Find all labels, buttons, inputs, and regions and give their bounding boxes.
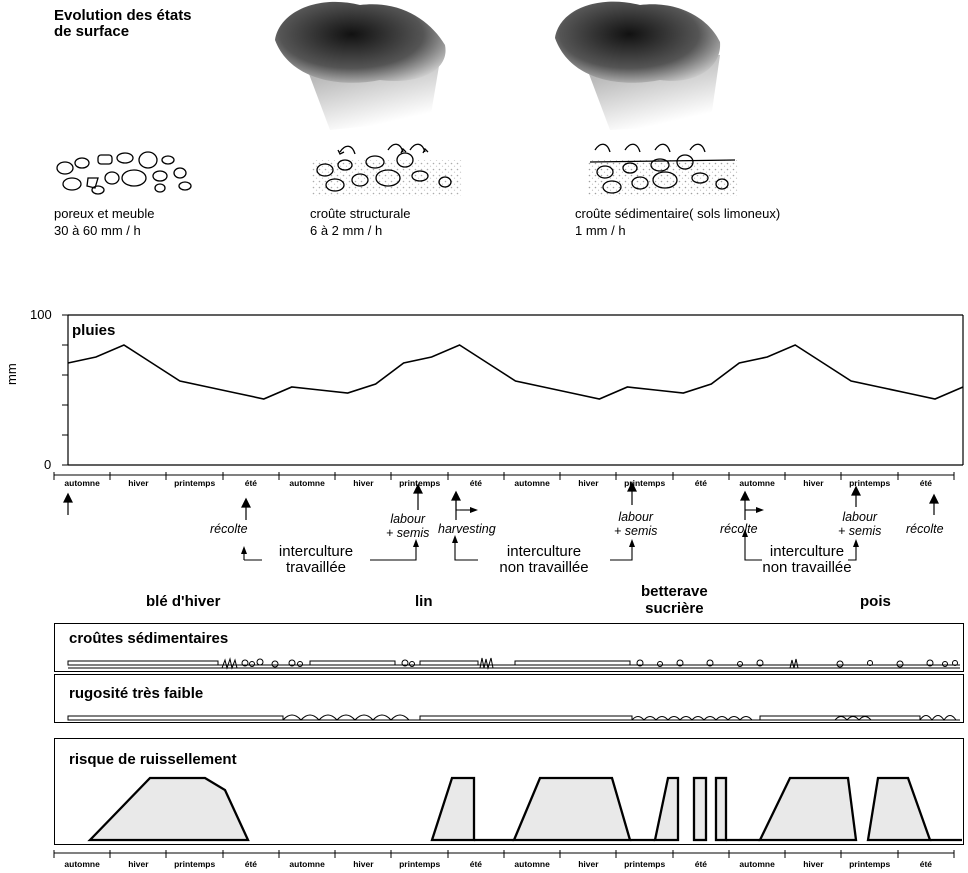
rain-cloud-icon-1: [275, 1, 446, 130]
stage-porous: poreux et meuble 30 à 60 mm / h: [54, 205, 154, 239]
event-arrows: [63, 481, 939, 520]
season-label-top-5: hiver: [353, 478, 374, 488]
roughness-panel: rugosité très faible: [54, 674, 964, 723]
event-recolte-2: récolte: [720, 522, 758, 536]
season-label-bottom-5: hiver: [353, 859, 374, 869]
season-label-bottom-10: printemps: [624, 859, 666, 869]
season-label-top-2: printemps: [174, 478, 216, 488]
season-axis-ticks: [53, 472, 955, 480]
rain-chart: [62, 314, 964, 466]
stage-porous-label: poreux et meuble: [54, 206, 155, 221]
bracket-arrowheads: [241, 507, 859, 554]
y-tick-100: 100: [30, 307, 52, 322]
y-tick-0: 0: [44, 457, 52, 472]
season-label-top-11: été: [694, 478, 708, 488]
season-label-bottom-11: été: [694, 859, 708, 869]
stage-porous-rate: 30 à 60 mm / h: [54, 223, 141, 238]
season-label-bottom-4: automne: [289, 859, 325, 869]
sedimentary-crust-icon: [588, 143, 738, 196]
title-line-1: Evolution des états: [54, 7, 192, 24]
season-label-top-4: automne: [289, 478, 325, 488]
crop-betterave: betterave sucrière: [641, 583, 708, 617]
season-label-bottom-15: été: [919, 859, 933, 869]
event-labour-3: labour + semis: [838, 510, 881, 538]
rain-series-line: [67, 344, 964, 400]
season-label-bottom-3: été: [244, 859, 258, 869]
stage-sedimentary: croûte sédimentaire( sols limoneux) 1 mm…: [575, 205, 780, 239]
crust-track: [67, 657, 960, 670]
season-label-top-3: été: [244, 478, 258, 488]
season-label-bottom-9: hiver: [578, 859, 599, 869]
season-label-bottom-7: été: [469, 859, 483, 869]
season-label-top-12: automne: [739, 478, 775, 488]
crop-betterave-line2: sucrière: [645, 600, 704, 617]
interculture-2: interculture non travaillée: [478, 544, 610, 576]
season-label-top-6: printemps: [399, 478, 441, 488]
diagram-title: Evolution des états de surface: [54, 8, 192, 40]
event-recolte-1: récolte: [210, 522, 248, 536]
interculture-brackets: [243, 500, 857, 561]
interculture-3-line2: non travaillée: [762, 559, 852, 576]
season-label-top-7: été: [469, 478, 483, 488]
stage-structural-rate: 6 à 2 mm / h: [310, 223, 383, 238]
season-label-top-15: été: [919, 478, 933, 488]
season-label-bottom-1: hiver: [128, 859, 149, 869]
season-label-bottom-12: automne: [739, 859, 775, 869]
stage-structural: croûte structurale 6 à 2 mm / h: [310, 205, 410, 239]
rain-series-label: pluies: [72, 322, 116, 339]
crusts-panel-title: croûtes sédimentaires: [69, 630, 229, 647]
event-labour-3-b: + semis: [838, 524, 882, 538]
season-label-top-10: printemps: [624, 478, 666, 488]
rain-cloud-icon-2: [555, 1, 721, 130]
structural-crust-icon: [312, 143, 462, 196]
bottom-season-axis: [53, 850, 955, 858]
season-label-top-13: hiver: [803, 478, 824, 488]
stage-sedimentary-label: croûte sédimentaire( sols limoneux): [575, 206, 781, 221]
season-label-top-1: hiver: [128, 478, 149, 488]
interculture-2-line2: non travaillée: [499, 559, 589, 576]
event-labour-3-a: labour: [842, 510, 878, 524]
season-label-bottom-14: printemps: [849, 859, 891, 869]
porous-soil-icon: [56, 151, 192, 195]
season-label-bottom-0: automne: [64, 859, 100, 869]
interculture-1-line2: travaillée: [285, 559, 347, 576]
interculture-2-line1: interculture: [506, 543, 582, 560]
interculture-3: interculture non travaillée: [748, 544, 866, 576]
event-recolte-3: récolte: [906, 522, 944, 536]
crop-betterave-line1: betterave: [641, 583, 708, 600]
season-label-bottom-13: hiver: [803, 859, 824, 869]
season-label-top-0: automne: [64, 478, 100, 488]
title-line-2: de surface: [54, 23, 130, 40]
interculture-3-line1: interculture: [769, 543, 845, 560]
runoff-risk-profile: [87, 776, 932, 842]
risk-panel: risque de ruissellement: [54, 738, 964, 845]
season-label-bottom-2: printemps: [174, 859, 216, 869]
season-label-top-8: automne: [514, 478, 550, 488]
stage-sedimentary-rate: 1 mm / h: [575, 223, 626, 238]
event-labour-2-a: labour: [618, 510, 654, 524]
season-label-bottom-6: printemps: [399, 859, 441, 869]
y-axis-label: mm: [4, 363, 19, 385]
roughness-panel-title: rugosité très faible: [69, 685, 204, 702]
interculture-1: interculture travaillée: [262, 544, 370, 576]
crop-ble: blé d'hiver: [146, 593, 221, 610]
season-label-top-9: hiver: [578, 478, 599, 488]
roughness-track: [67, 714, 960, 721]
season-label-bottom-8: automne: [514, 859, 550, 869]
event-harvesting: harvesting: [438, 522, 496, 536]
stage-structural-label: croûte structurale: [310, 206, 411, 221]
crusts-panel: croûtes sédimentaires: [54, 623, 964, 672]
crop-lin: lin: [415, 593, 433, 610]
event-labour-1-b: + semis: [386, 526, 430, 540]
event-labour-1-a: labour: [390, 512, 426, 526]
season-label-top-14: printemps: [849, 478, 891, 488]
event-labour-2: labour + semis: [614, 510, 657, 538]
event-labour-1: labour + semis: [386, 512, 429, 540]
risk-panel-title: risque de ruissellement: [69, 751, 237, 768]
interculture-1-line1: interculture: [278, 543, 354, 560]
crop-pois: pois: [860, 593, 891, 610]
event-labour-2-b: + semis: [614, 524, 658, 538]
